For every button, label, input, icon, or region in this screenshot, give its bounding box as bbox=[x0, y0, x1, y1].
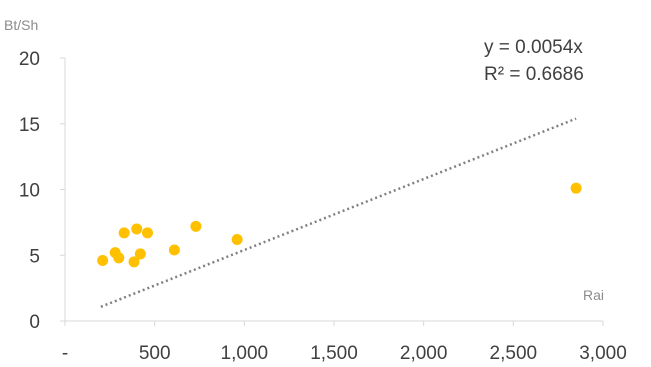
trendline bbox=[100, 117, 577, 308]
trendline-r-squared: R² = 0.6686 bbox=[484, 64, 584, 85]
tick-labels: 0 5 10 15 20 - 500 1,000 1,500 2,000 2,500 3,000 bbox=[19, 49, 627, 364]
data-point bbox=[570, 182, 582, 194]
x-tick-label: - bbox=[62, 343, 68, 364]
x-tick-label: 1,000 bbox=[221, 343, 269, 364]
y-axis-label: Bt/Sh bbox=[4, 17, 38, 33]
y-tick-label: 0 bbox=[29, 312, 40, 333]
data-point bbox=[141, 227, 153, 239]
data-point bbox=[168, 244, 180, 256]
data-points bbox=[97, 182, 582, 268]
y-tick-label: 10 bbox=[19, 181, 40, 202]
data-point bbox=[231, 233, 243, 245]
x-tick-label: 2,000 bbox=[400, 343, 448, 364]
x-tick-label: 3,000 bbox=[579, 343, 627, 364]
data-point bbox=[134, 248, 146, 260]
axes bbox=[64, 58, 603, 322]
trendline-equation: y = 0.0054x bbox=[484, 37, 583, 58]
trendline-path bbox=[100, 117, 577, 308]
y-tick-label: 20 bbox=[19, 49, 40, 70]
data-point bbox=[118, 227, 130, 239]
y-tick-label: 5 bbox=[29, 246, 40, 267]
data-point bbox=[190, 220, 202, 232]
x-tick-label: 500 bbox=[139, 343, 171, 364]
x-axis-label: Rai bbox=[583, 287, 604, 303]
y-tick-label: 15 bbox=[19, 115, 40, 136]
x-tick-label: 1,500 bbox=[310, 343, 358, 364]
data-point bbox=[131, 223, 143, 235]
data-point bbox=[97, 255, 109, 267]
x-tick-label: 2,500 bbox=[490, 343, 538, 364]
data-point bbox=[128, 256, 140, 268]
data-point bbox=[113, 252, 125, 264]
